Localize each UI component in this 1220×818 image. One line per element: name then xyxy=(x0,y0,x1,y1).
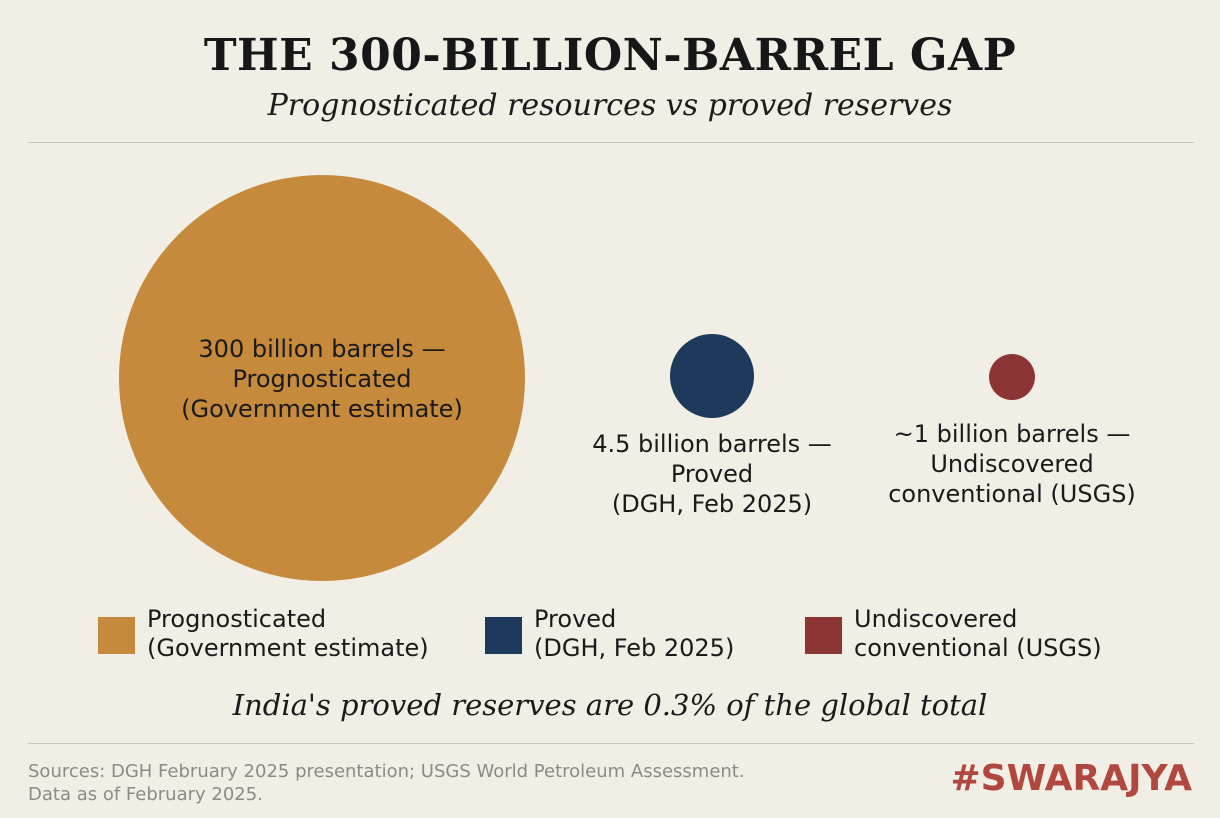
bubble-label-undiscovered: ~1 billion barrels — Undiscovered conven… xyxy=(862,419,1162,509)
top-divider xyxy=(28,142,1194,143)
legend-swatch-prognosticated xyxy=(98,617,135,654)
bubble-label-line: (Government estimate) xyxy=(181,395,463,423)
bubble-label-line: (DGH, Feb 2025) xyxy=(611,490,813,518)
bubble-label-line: 4.5 billion barrels — xyxy=(592,430,832,458)
bubble-proved xyxy=(670,334,754,418)
legend-label-line: conventional (USGS) xyxy=(854,634,1102,662)
legend-item-undiscovered: Undiscovered conventional (USGS) xyxy=(805,605,1102,663)
sources-line: Data as of February 2025. xyxy=(28,784,263,805)
legend-swatch-proved xyxy=(485,617,522,654)
chart-subtitle: Prognosticated resources vs proved reser… xyxy=(267,88,953,123)
bubble-label-line: Undiscovered xyxy=(930,450,1094,478)
bubble-label-line: Prognosticated xyxy=(232,365,412,393)
legend-item-proved: Proved (DGH, Feb 2025) xyxy=(485,605,734,663)
bubble-label-line: conventional (USGS) xyxy=(888,480,1136,508)
sources-note: Sources: DGH February 2025 presentation;… xyxy=(28,760,745,806)
legend-label-line: Prognosticated xyxy=(147,605,327,633)
legend-label-line: (DGH, Feb 2025) xyxy=(534,634,735,662)
legend-label-line: (Government estimate) xyxy=(147,634,429,662)
bubble-undiscovered xyxy=(989,354,1035,400)
bubble-label-line: ~1 billion barrels — xyxy=(893,420,1131,448)
bubble-label-line: Proved xyxy=(670,460,754,488)
bubble-label-proved: 4.5 billion barrels — Proved (DGH, Feb 2… xyxy=(562,429,862,519)
legend-label-line: Undiscovered xyxy=(854,605,1018,633)
chart-title: THE 300-BILLION-BARREL GAP xyxy=(203,30,1017,81)
legend-swatch-undiscovered xyxy=(805,617,842,654)
bubble-chart xyxy=(119,175,1035,581)
legend-item-prognosticated: Prognosticated (Government estimate) xyxy=(98,605,429,663)
bubble-label-line: 300 billion barrels — xyxy=(198,335,446,363)
footnote: India's proved reserves are 0.3% of the … xyxy=(232,688,988,722)
bubble-label-prognosticated: 300 billion barrels — Prognosticated (Go… xyxy=(122,334,522,424)
bubble-prognosticated xyxy=(119,175,525,581)
bottom-divider xyxy=(28,743,1194,744)
legend-label-line: Proved xyxy=(534,605,617,633)
sources-line: Sources: DGH February 2025 presentation;… xyxy=(28,761,745,782)
brand-logo: #SWARAJYA xyxy=(950,758,1192,799)
